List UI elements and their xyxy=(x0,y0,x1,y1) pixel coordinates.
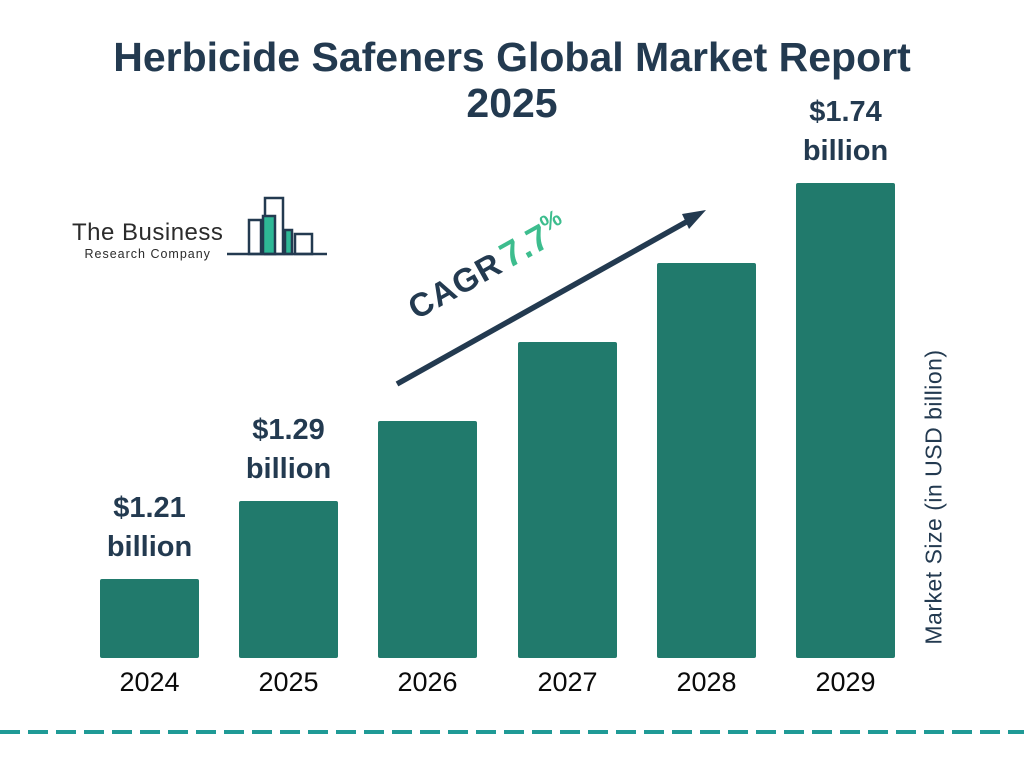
page-title: Herbicide Safeners Global Market Report … xyxy=(0,34,1024,126)
bottom-dashed-divider xyxy=(0,730,1024,734)
bar-2027 xyxy=(518,342,617,658)
company-logo: The Business Research Company xyxy=(72,192,329,260)
x-tick-2024: 2024 xyxy=(119,667,180,697)
bar-2026 xyxy=(378,421,477,658)
page-title-line2: 2025 xyxy=(466,80,558,126)
x-tick-2025: 2025 xyxy=(258,667,319,697)
x-tick-2027: 2027 xyxy=(537,667,598,697)
bar-chart-logo-icon xyxy=(225,192,329,260)
logo-name-line1: The Business xyxy=(72,218,224,246)
bar-value-label-2024: $1.21 billion xyxy=(106,492,193,563)
y-axis-label: Market Size (in USD billion) xyxy=(920,349,947,645)
bar-2028 xyxy=(657,263,756,658)
x-tick-2028: 2028 xyxy=(676,667,737,697)
bar-2029 xyxy=(796,183,895,658)
cagr-annotation: CAGR 7.7% xyxy=(376,191,598,341)
page-title-line1: Herbicide Safeners Global Market Report xyxy=(113,34,911,80)
cagr-label: CAGR xyxy=(401,244,509,327)
bar-2024 xyxy=(100,579,199,658)
logo-name-line2: Research Company xyxy=(84,246,211,261)
bar-value-label-2029: $1.74 billion xyxy=(802,96,889,167)
bar-2025 xyxy=(239,501,338,658)
x-tick-2029: 2029 xyxy=(815,667,876,697)
x-tick-2026: 2026 xyxy=(397,667,458,697)
company-logo-text: The Business Research Company xyxy=(72,218,224,261)
bar-value-label-2025: $1.29 billion xyxy=(245,414,332,485)
